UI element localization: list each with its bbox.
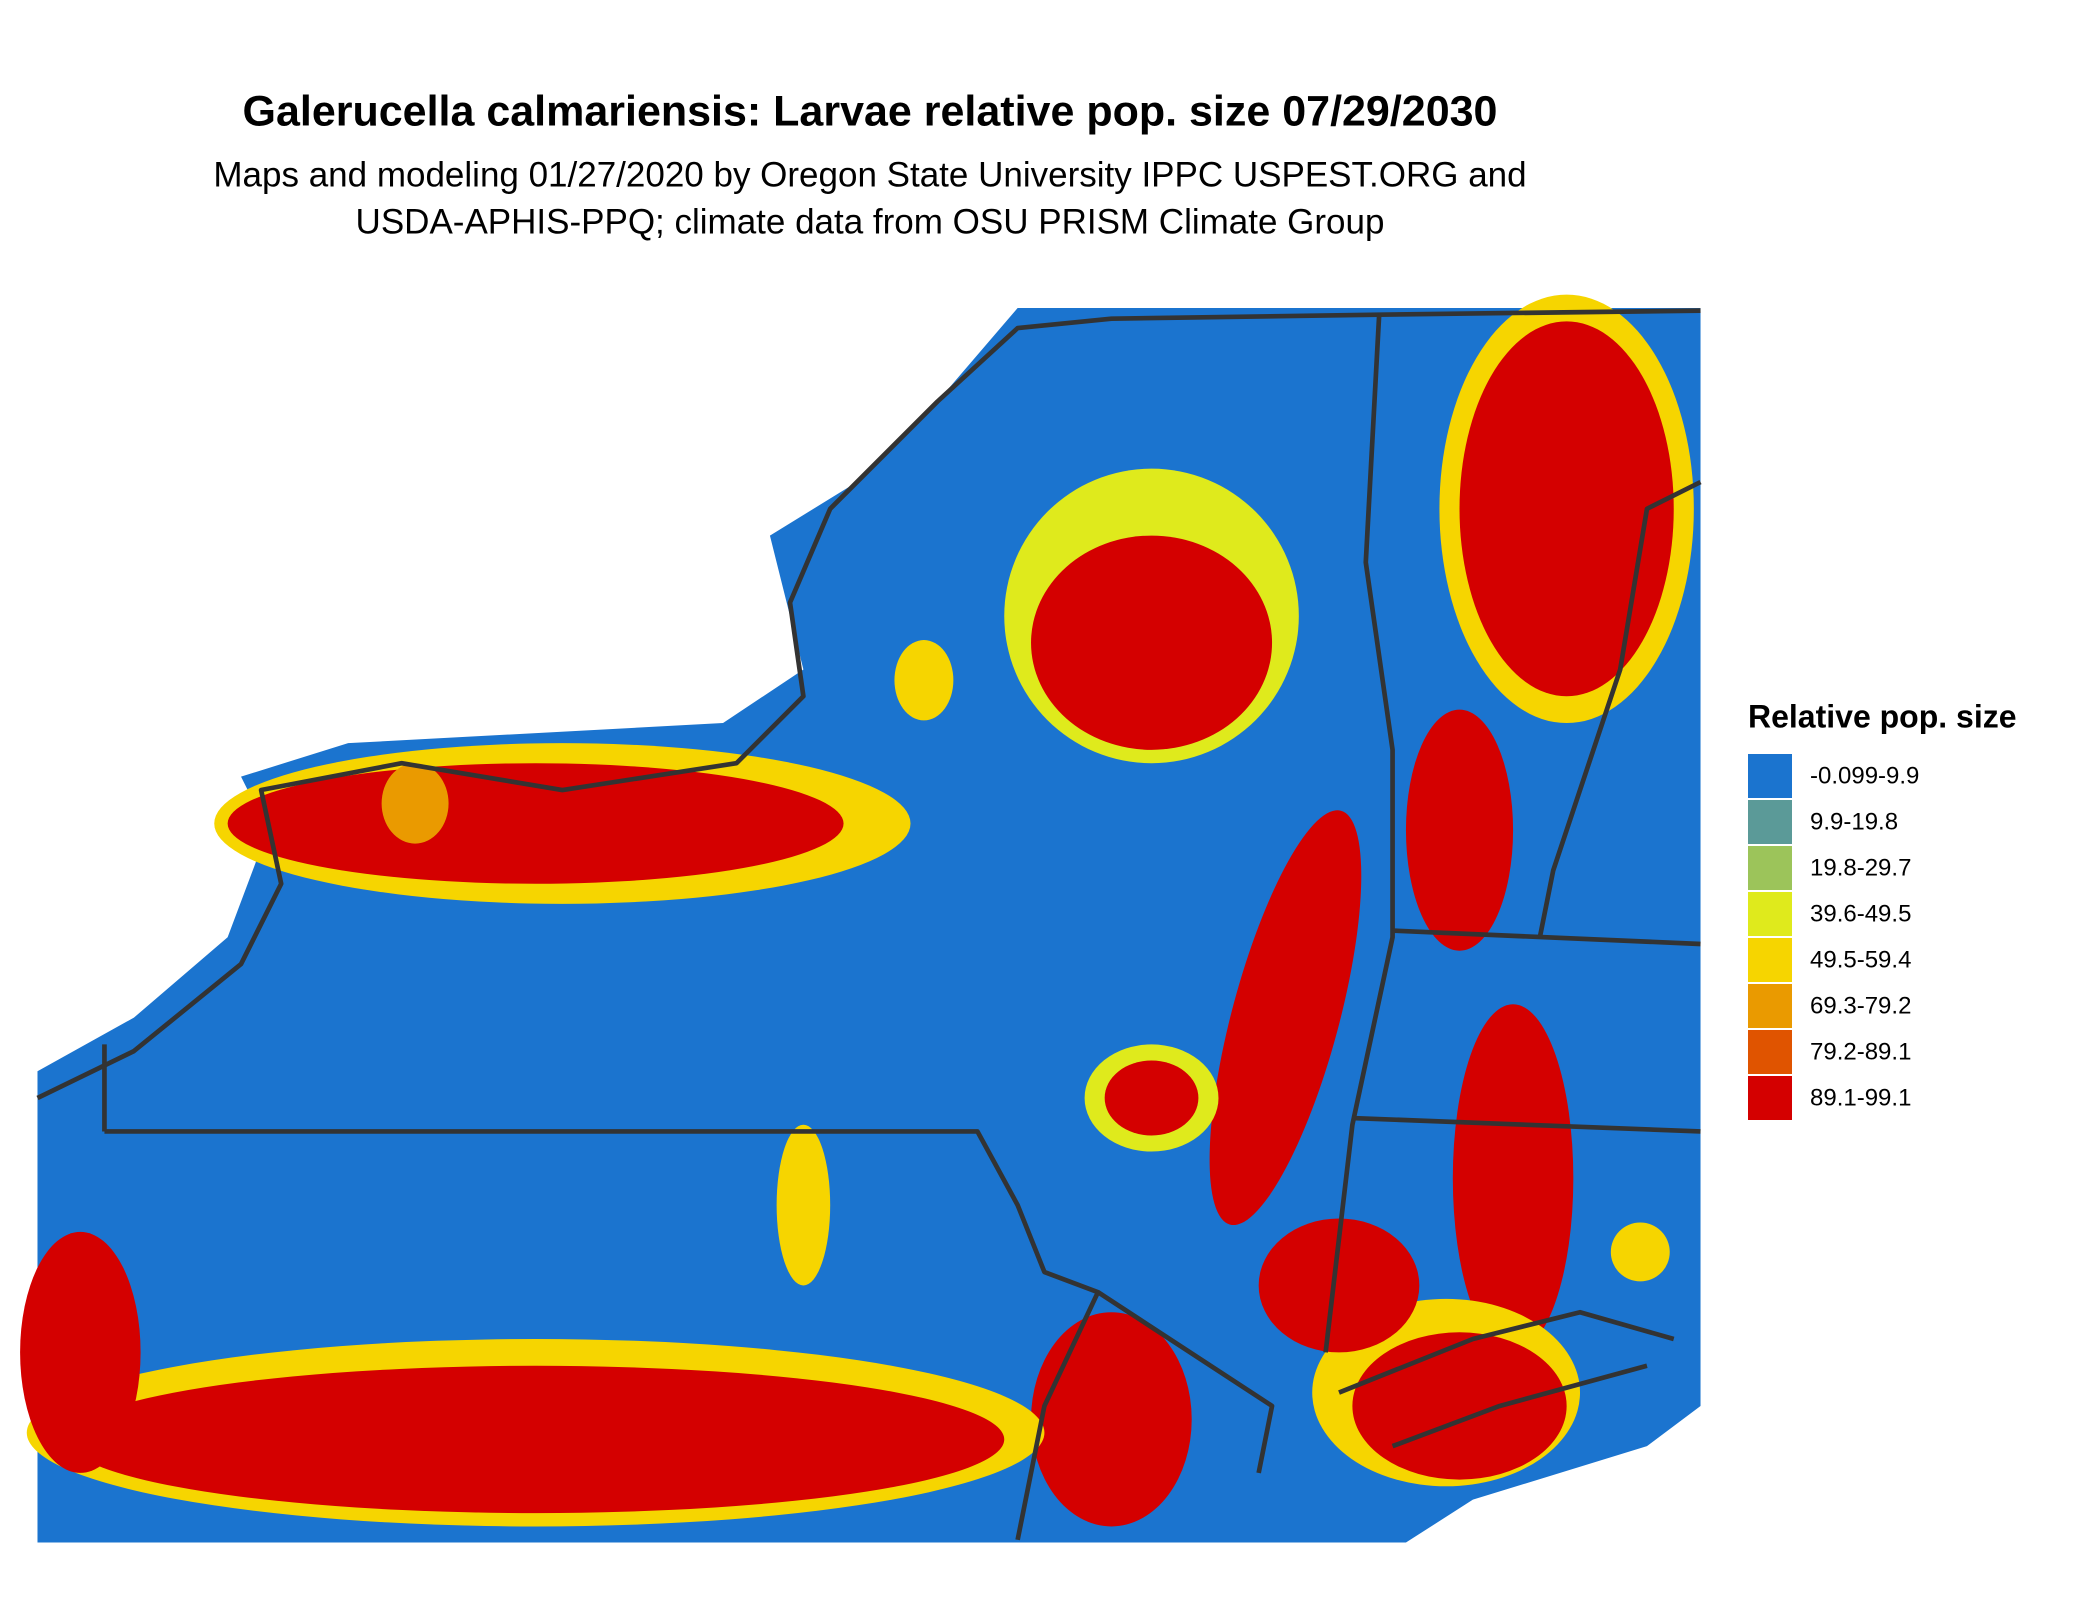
legend-swatch <box>1748 984 1792 1028</box>
legend-label: 69.3-79.2 <box>1810 992 1911 1019</box>
map <box>20 294 1702 1543</box>
legend: -0.099-9.9 9.9-19.8 19.8-29.7 39.6-49.5 49.5… <box>1748 754 1919 1120</box>
legend-label: 39.6-49.5 <box>1810 900 1911 927</box>
legend-label: -0.099-9.9 <box>1810 762 1919 789</box>
legend-label: 79.2-89.1 <box>1810 1038 1911 1065</box>
legend-swatch <box>1748 1076 1792 1120</box>
subtitle-line: USDA-APHIS-PPQ; climate data from OSU PR… <box>356 202 1385 241</box>
legend-swatch <box>1748 1030 1792 1074</box>
legend-swatch <box>1748 938 1792 982</box>
legend-label: 9.9-19.8 <box>1810 808 1898 835</box>
map-title: Galerucella calmariensis: Larvae relativ… <box>243 87 1498 135</box>
legend-label: 19.8-29.7 <box>1810 854 1911 881</box>
legend-swatch <box>1748 800 1792 844</box>
legend-title: Relative pop. size <box>1748 698 2017 734</box>
legend-swatch <box>1748 892 1792 936</box>
legend-label: 89.1-99.1 <box>1810 1084 1911 1111</box>
state-borders <box>36 308 1702 1541</box>
legend-swatch <box>1748 846 1792 890</box>
legend-swatch <box>1748 754 1792 798</box>
subtitle-line: Maps and modeling 01/27/2020 by Oregon S… <box>213 155 1526 194</box>
legend-label: 49.5-59.4 <box>1810 946 1911 973</box>
